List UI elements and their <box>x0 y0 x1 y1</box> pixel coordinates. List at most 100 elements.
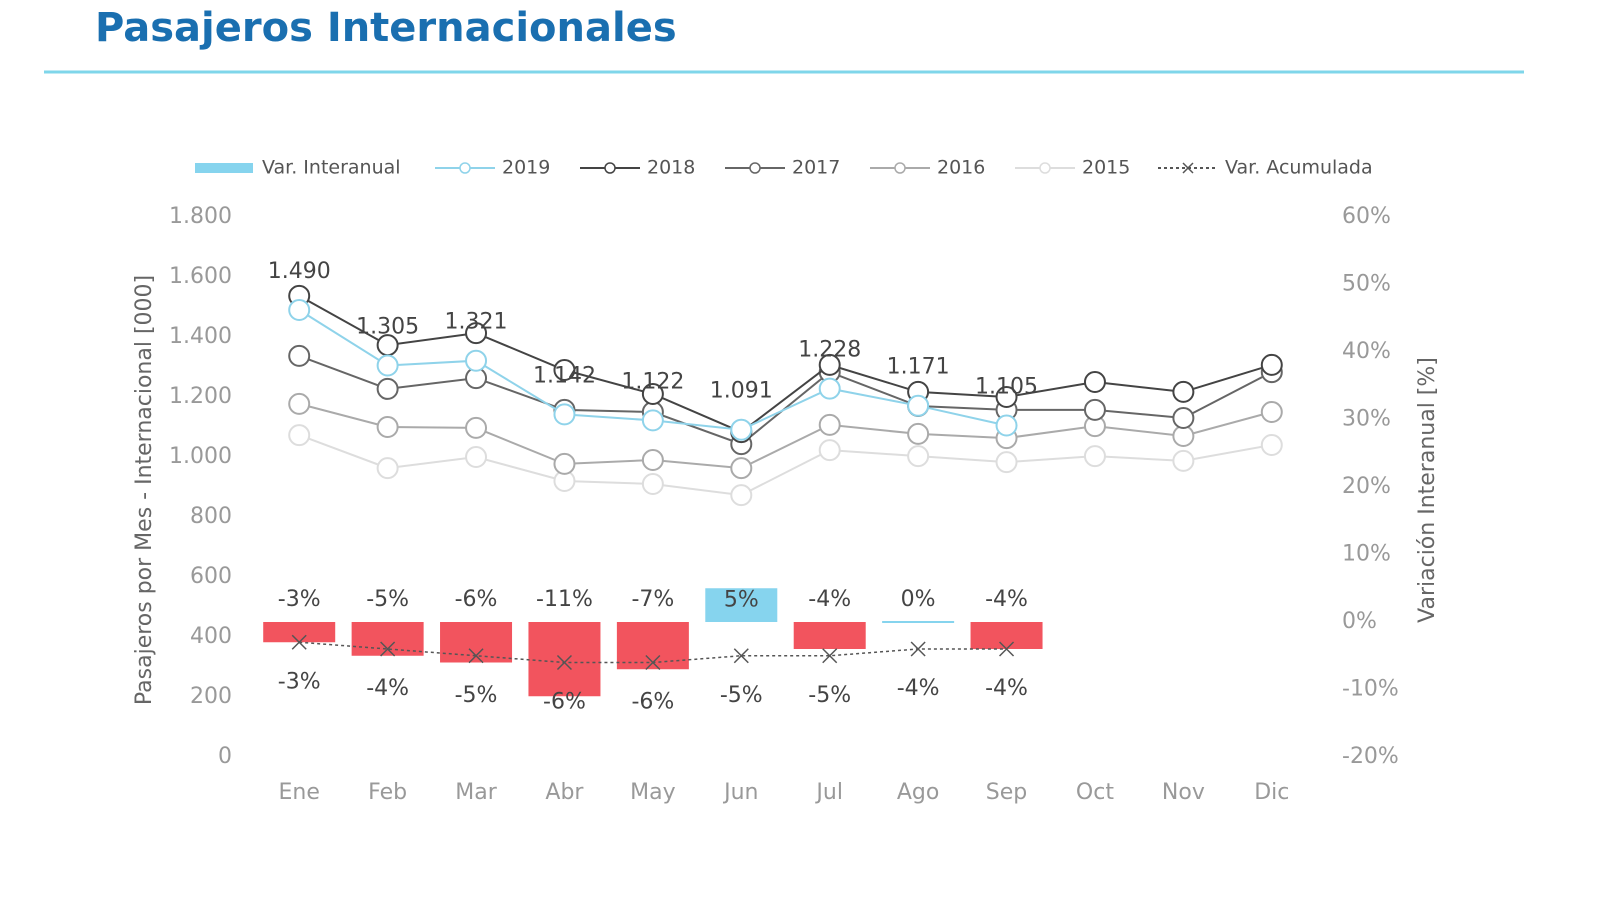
point-label: 1.490 <box>268 259 331 284</box>
y2-tick-label: 20% <box>1342 474 1391 499</box>
y-axis-label: Pasajeros por Mes - Internacional [000] <box>132 275 157 705</box>
point <box>995 386 1018 408</box>
legend-marker <box>459 162 471 174</box>
cross-marker <box>468 648 484 664</box>
point <box>288 299 311 321</box>
cross-marker <box>556 654 572 671</box>
cross-label: -4% <box>985 676 1028 701</box>
point <box>995 414 1018 437</box>
legend-label: 2019 <box>502 157 550 179</box>
point <box>376 416 399 438</box>
y2-tick-label: 60% <box>1342 204 1391 229</box>
line <box>298 354 1273 446</box>
bar-label: -11% <box>536 587 593 612</box>
y-tick-label: 1.800 <box>169 204 232 229</box>
line <box>298 402 1273 470</box>
point <box>288 392 311 415</box>
point <box>1083 371 1106 393</box>
point <box>641 409 664 432</box>
cross-label: -5% <box>455 683 498 708</box>
y-tick-label: 0 <box>218 744 232 769</box>
legend-marker <box>604 162 616 174</box>
legend-marker <box>894 162 906 174</box>
legend-label: 2015 <box>1082 157 1130 179</box>
point <box>1083 398 1106 421</box>
point-label: 1.105 <box>975 375 1038 400</box>
legend-label: 2018 <box>647 157 695 179</box>
point <box>1172 380 1195 403</box>
point <box>818 413 841 436</box>
cross-label: -5% <box>808 683 851 708</box>
x-tick-label: May <box>630 780 675 805</box>
point <box>907 394 930 417</box>
y-tick-label: 1.000 <box>169 444 232 469</box>
point-label: 1.122 <box>621 369 684 394</box>
point-label: 1.171 <box>887 355 950 380</box>
legend-marker <box>749 162 761 174</box>
point-label: 1.228 <box>798 338 861 363</box>
y-tick-label: 1.600 <box>169 264 232 289</box>
point <box>995 451 1018 474</box>
bar <box>528 622 601 697</box>
point-label: 1.305 <box>356 315 419 340</box>
point <box>553 403 576 426</box>
legend-label: 2016 <box>937 157 985 179</box>
y2-tick-label: -10% <box>1342 677 1399 702</box>
point <box>907 422 930 445</box>
bar <box>705 588 778 622</box>
y2-tick-label: -20% <box>1342 744 1399 769</box>
cross-label: -6% <box>543 690 586 715</box>
point <box>465 416 488 439</box>
bar-label: -6% <box>455 587 498 612</box>
x-tick-label: Dic <box>1254 780 1289 805</box>
point <box>376 377 399 400</box>
point <box>1172 449 1195 472</box>
cross-marker <box>733 648 749 664</box>
cross-label: -6% <box>631 690 674 715</box>
bar <box>793 622 866 649</box>
point <box>288 424 311 447</box>
point <box>641 383 664 405</box>
y2-tick-label: 0% <box>1342 609 1377 634</box>
y2-tick-label: 30% <box>1342 407 1391 432</box>
point <box>1172 407 1195 429</box>
cross-marker <box>999 641 1015 657</box>
legend-label: Var. Acumulada <box>1225 157 1373 179</box>
point <box>1260 401 1283 423</box>
point <box>376 354 399 377</box>
legend-label: Var. Interanual <box>262 157 401 179</box>
point <box>818 377 841 400</box>
bar-label: -5% <box>366 587 409 612</box>
y-tick-label: 1.200 <box>169 384 232 409</box>
x-tick-label: Abr <box>545 780 584 805</box>
legend-marker <box>1182 162 1194 174</box>
y2-axis-label: Variación Interanual [%] <box>1415 357 1440 623</box>
cross-marker <box>822 648 838 664</box>
x-tick-label: Nov <box>1162 780 1205 805</box>
point-label: 1.321 <box>445 310 508 335</box>
point <box>641 449 664 471</box>
point <box>641 473 664 495</box>
legend-marker <box>1039 162 1051 174</box>
page-title: Pasajeros Internacionales <box>95 5 677 51</box>
point <box>818 353 841 376</box>
cross-marker <box>645 654 661 671</box>
point <box>553 359 576 381</box>
point <box>818 439 841 462</box>
point <box>465 446 488 468</box>
point-label: 1.091 <box>710 379 773 404</box>
point-label: 1.142 <box>533 363 596 388</box>
y-tick-label: 200 <box>190 684 232 709</box>
point <box>553 452 576 475</box>
x-tick-label: Sep <box>986 780 1027 805</box>
legend-label: 2017 <box>792 157 840 179</box>
bar <box>351 622 424 656</box>
bar-label: -7% <box>631 587 674 612</box>
point <box>1083 445 1106 468</box>
x-tick-label: Ago <box>897 780 939 805</box>
bar-label: -4% <box>808 587 851 612</box>
cross-label: -4% <box>897 676 940 701</box>
point <box>288 344 311 367</box>
y2-tick-label: 40% <box>1342 339 1391 364</box>
